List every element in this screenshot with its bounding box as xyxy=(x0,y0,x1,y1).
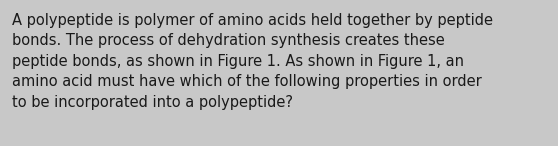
Text: A polypeptide is polymer of amino acids held together by peptide
bonds. The proc: A polypeptide is polymer of amino acids … xyxy=(12,13,493,110)
